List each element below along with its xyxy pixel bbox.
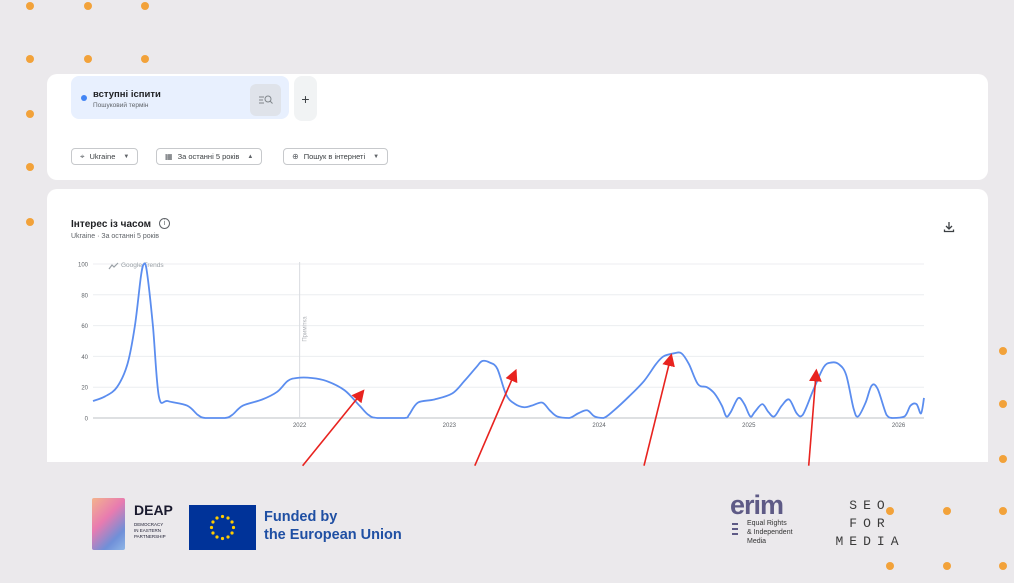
decor-dot xyxy=(999,455,1007,463)
search-term-chip[interactable]: вступні іспити Пошуковий термін xyxy=(71,76,289,119)
eu-funding-text: Funded by the European Union xyxy=(264,508,402,544)
seo-logo-row3: MEDIA xyxy=(835,534,905,549)
series-line xyxy=(92,262,925,419)
deap-logo-subtitle: DEMOCRACY IN EASTERN PARTNERSHIP xyxy=(134,522,166,539)
eu-star xyxy=(211,520,215,524)
eu-star xyxy=(220,536,225,541)
chart-title: Інтерес із часом xyxy=(71,219,151,230)
eu-flag-icon xyxy=(189,505,256,550)
deap-logo-name: DEAP xyxy=(134,502,173,518)
series-color-dot xyxy=(81,95,87,101)
y-tick-label: 20 xyxy=(81,386,88,392)
decor-dot xyxy=(999,562,1007,570)
deap-logo: DEAP DEMOCRACY IN EASTERN PARTNERSHIP xyxy=(92,498,180,550)
annotation-arrow xyxy=(474,368,518,467)
decor-dot xyxy=(999,400,1007,408)
calendar-icon: ▦ xyxy=(165,152,173,161)
trends-icon xyxy=(108,262,119,270)
y-tick-label: 0 xyxy=(85,417,89,423)
search-compare-icon xyxy=(258,95,273,104)
period-filter[interactable]: ▦ За останні 5 років ▲ xyxy=(156,148,263,165)
eu-star xyxy=(231,525,236,530)
caret-down-icon: ▼ xyxy=(123,153,130,160)
erim-logo: erim Equal Rights & Independent Media xyxy=(730,490,810,551)
decor-dot xyxy=(84,55,92,63)
seo-for-media-logo: SEO FOR MEDIA xyxy=(830,497,910,549)
x-tick-label: 2022 xyxy=(293,423,307,429)
plus-icon: + xyxy=(301,90,310,107)
decor-dot xyxy=(141,55,149,63)
decor-dot xyxy=(141,2,149,10)
region-filter-label: Ukraine xyxy=(89,152,116,161)
decor-dot xyxy=(886,562,894,570)
seo-logo-row2: FOR xyxy=(849,516,891,531)
annotation-arrow xyxy=(643,353,675,466)
globe-icon: ⊕ xyxy=(292,152,299,161)
erim-logo-bars xyxy=(732,523,738,538)
x-tick-label: 2024 xyxy=(592,423,606,429)
y-tick-label: 40 xyxy=(81,355,88,361)
region-filter[interactable]: ⌖ Ukraine ▼ xyxy=(71,148,139,165)
y-tick-label: 80 xyxy=(81,293,88,299)
decor-dot xyxy=(26,55,34,63)
search-term-type: Пошуковий термін xyxy=(93,102,149,109)
eu-star xyxy=(230,531,234,535)
chart-subtitle: Ukraine · За останні 5 років xyxy=(71,233,160,240)
decor-dot xyxy=(26,2,34,10)
erim-logo-name: erim xyxy=(730,490,784,520)
add-term-button[interactable]: + xyxy=(294,76,317,121)
eu-star xyxy=(211,531,215,535)
eu-star xyxy=(230,520,234,524)
search-terms-panel: вступні іспити Пошуковий термін + ⌖ Ukra… xyxy=(47,74,988,180)
eu-star xyxy=(226,516,230,520)
eu-star xyxy=(226,535,230,539)
caret-down-icon: ▼ xyxy=(373,153,380,160)
decor-dot xyxy=(999,507,1007,515)
deap-logo-mark xyxy=(92,498,125,550)
search-type-filter-label: Пошук в інтернеті xyxy=(303,152,366,161)
trend-chart: 100 80 60 40 20 0 Примітка 2022 2023 2024 2025 2026… xyxy=(78,262,925,467)
eu-star xyxy=(220,514,225,519)
x-tick-label: 2026 xyxy=(892,423,906,429)
decor-dot xyxy=(943,562,951,570)
eu-funding-line2: the European Union xyxy=(264,527,402,543)
caret-up-icon: ▲ xyxy=(247,153,254,160)
eu-star xyxy=(215,535,219,539)
decor-dot xyxy=(84,2,92,10)
y-tick-label: 60 xyxy=(81,324,88,330)
search-term-name: вступні іспити xyxy=(93,89,161,100)
y-tick-label: 100 xyxy=(78,263,89,269)
info-icon[interactable]: i xyxy=(159,218,170,229)
annotation-arrow xyxy=(807,368,822,466)
eu-star xyxy=(209,525,214,530)
location-pin-icon: ⌖ xyxy=(80,151,85,161)
decor-dot xyxy=(999,347,1007,355)
eu-star xyxy=(215,516,219,520)
decor-dot xyxy=(26,163,34,171)
search-type-filter[interactable]: ⊕ Пошук в інтернеті ▼ xyxy=(283,148,389,165)
x-tick-label: 2023 xyxy=(443,423,457,429)
note-label: Примітка xyxy=(303,316,309,342)
decor-dot xyxy=(943,507,951,515)
eu-funding-line1: Funded by xyxy=(264,509,338,525)
decor-dot xyxy=(26,218,34,226)
compare-button[interactable] xyxy=(250,84,281,116)
download-icon[interactable] xyxy=(943,221,955,233)
annotation-arrow xyxy=(302,389,365,467)
erim-logo-subtitle: Equal Rights & Independent Media xyxy=(747,520,793,545)
decor-dot xyxy=(886,507,894,515)
seo-logo-row1: SEO xyxy=(849,498,891,513)
period-filter-label: За останні 5 років xyxy=(177,152,240,161)
x-tick-label: 2025 xyxy=(742,423,756,429)
decor-dot xyxy=(26,110,34,118)
